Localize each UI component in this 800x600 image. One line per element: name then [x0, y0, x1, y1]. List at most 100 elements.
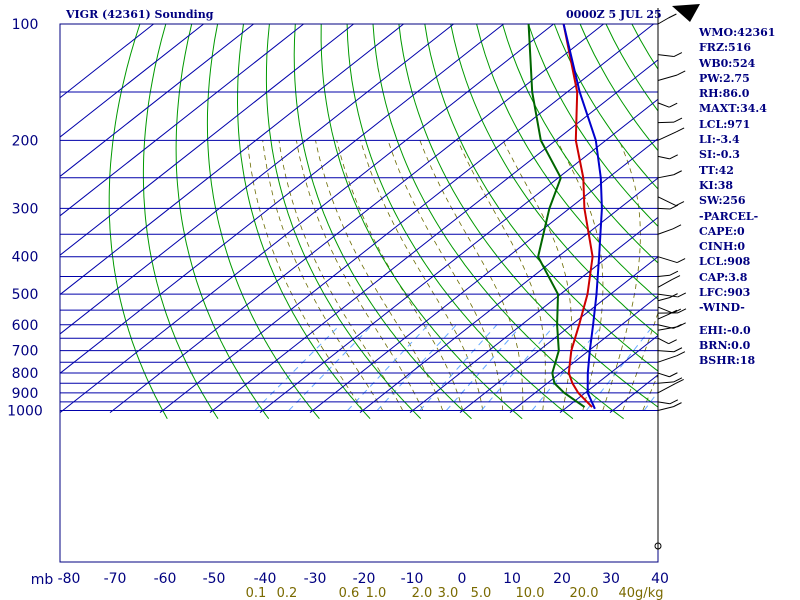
wind-barb-feather	[673, 402, 682, 408]
index-item: BRN:0.0	[699, 338, 751, 352]
wind-barb-feather	[668, 339, 677, 345]
chart-title: VIGR (42361) Sounding	[66, 8, 214, 21]
wind-barb	[657, 274, 670, 277]
temperature-label: -30	[304, 571, 327, 587]
moist-adiabat	[457, 140, 546, 411]
index-item: BSHR:18	[699, 354, 756, 368]
index-item: LCL:908	[699, 255, 751, 269]
wind-barb	[657, 207, 671, 210]
wind-barb	[657, 196, 677, 207]
temperature-label: 20	[553, 571, 571, 587]
dry-adiabat	[293, 23, 472, 420]
wind-barb	[657, 17, 669, 25]
mixing-ratio-label: 10.0	[516, 586, 545, 600]
isotherm	[59, 23, 154, 99]
pressure-label-500: 500	[12, 287, 39, 303]
temperature-label: -80	[58, 571, 81, 587]
wind-pennant-icon	[672, 4, 700, 22]
wind-barb-feather	[668, 309, 678, 315]
dry-adiabat	[502, 23, 659, 264]
dry-adiabat	[108, 23, 168, 419]
wind-barb	[657, 131, 677, 141]
index-item: EHI:-0.0	[699, 323, 751, 337]
mixing-ratio-line	[480, 324, 556, 411]
wind-barb-feather	[677, 322, 686, 328]
temperature-label: -20	[353, 571, 376, 587]
isotherms	[59, 23, 659, 414]
wind-barb	[657, 372, 670, 378]
dry-adiabat	[142, 23, 219, 419]
wind-barb-feather	[676, 258, 686, 263]
temperature-label: -10	[401, 571, 424, 587]
mixing-ratio-label: 2.0	[412, 586, 433, 600]
isotherm	[109, 23, 604, 414]
moist-adiabats	[247, 140, 659, 411]
index-item: -WIND-	[699, 301, 745, 315]
wind-barb	[657, 54, 674, 58]
temperature-label: -40	[254, 571, 277, 587]
surface-calm-icon	[654, 542, 662, 550]
index-item: -PARCEL-	[699, 209, 759, 223]
isotherm	[509, 295, 659, 414]
isotherm	[59, 23, 204, 138]
wind-barb	[657, 406, 674, 411]
moist-adiabat	[315, 140, 444, 411]
mixing-ratio-label: 3.0	[438, 586, 459, 600]
wind-barb-feather	[673, 347, 683, 353]
wind-barb	[657, 74, 678, 81]
wind-barb	[657, 297, 670, 302]
mixing-ratio-line	[585, 324, 655, 411]
isotherm	[359, 177, 659, 414]
moist-adiabat	[419, 140, 524, 411]
moist-adiabat	[336, 140, 464, 411]
index-item: LI:-3.4	[699, 133, 740, 147]
index-item: MAXT:34.4	[699, 102, 767, 116]
index-item: SW:256	[699, 194, 746, 208]
temperature-label: 40	[651, 571, 669, 587]
pressure-label-900: 900	[12, 386, 39, 402]
wind-barb-feather	[677, 292, 687, 298]
dewpoint-profile	[527, 23, 586, 408]
isotherm	[59, 23, 254, 177]
pressure-label-600: 600	[12, 318, 39, 334]
index-item: LFC:903	[699, 286, 751, 300]
wind-barb	[657, 174, 674, 179]
temperature-label: 10	[503, 571, 521, 587]
wind-barb-feather	[669, 204, 679, 210]
wind-barb	[657, 121, 675, 124]
parcel-profile	[562, 23, 603, 410]
isotherm	[209, 59, 659, 414]
pressure-label-200: 200	[12, 133, 39, 149]
dry-adiabat	[320, 23, 523, 420]
mixing-ratio-line	[347, 324, 429, 411]
wind-barb	[657, 228, 674, 235]
wind-barb	[657, 337, 669, 345]
index-item: LCL:971	[699, 117, 751, 131]
dry-adiabat	[579, 23, 659, 151]
isotherm	[259, 98, 659, 414]
plot-border	[59, 23, 659, 563]
wind-barb-feather	[673, 52, 683, 58]
wind-barb-feather	[669, 293, 678, 299]
mixing-ratio-line	[643, 391, 659, 411]
isotherm	[59, 23, 504, 374]
wind-barb	[657, 155, 670, 160]
wind-barb-feather	[676, 351, 686, 357]
wind-barbs	[654, 4, 700, 550]
index-item: PW:2.75	[699, 71, 750, 85]
sounding-series	[527, 23, 603, 410]
moist-adiabat	[387, 140, 504, 411]
wind-barb-feather	[677, 308, 687, 314]
wind-barb-feather	[673, 170, 682, 176]
pressure-label-400: 400	[12, 250, 39, 266]
wind-barb	[657, 313, 670, 320]
dry-adiabat	[175, 23, 270, 419]
dry-adiabat	[346, 23, 574, 420]
isotherm	[559, 335, 659, 414]
isotherm	[59, 23, 304, 217]
mixing-ratio-label: 0.2	[277, 586, 298, 600]
wind-barb	[657, 306, 674, 314]
wind-barb-feather	[677, 70, 686, 76]
wind-barb	[657, 401, 670, 405]
